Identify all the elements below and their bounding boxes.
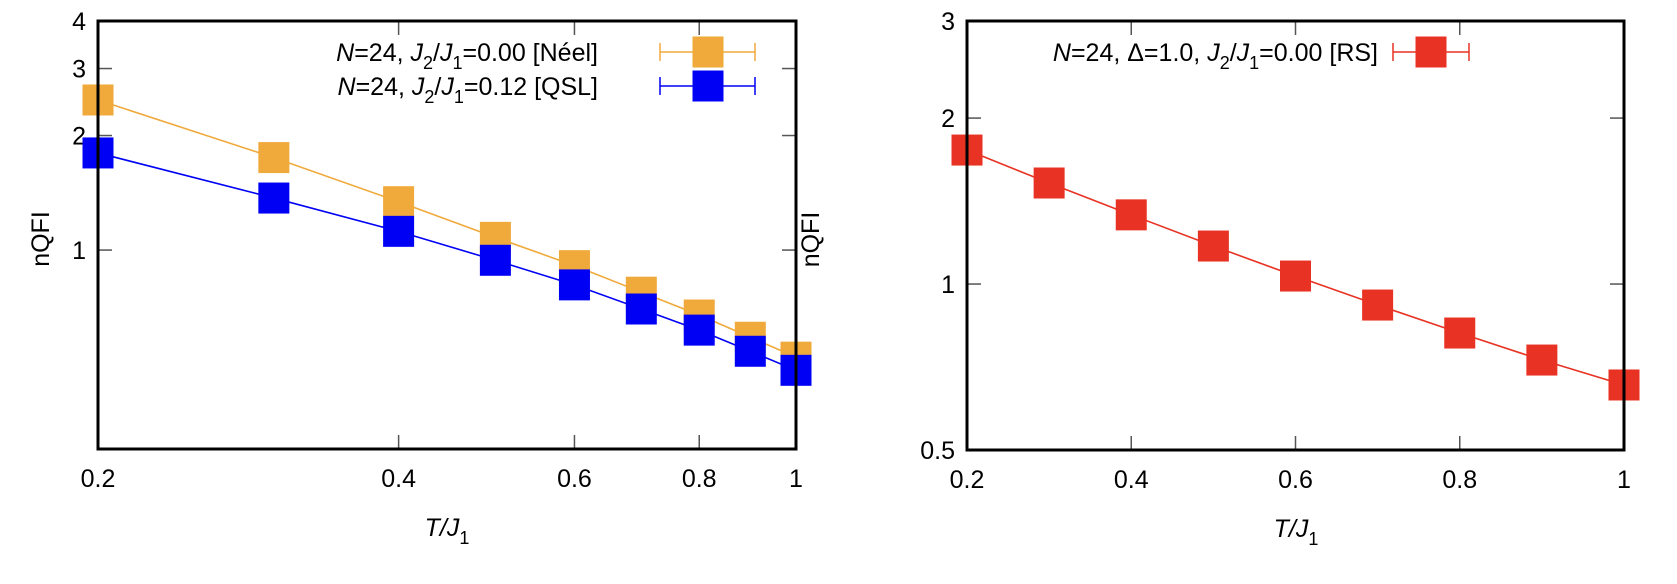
- data-point-marker: [479, 244, 511, 276]
- data-point-marker: [683, 314, 715, 346]
- legend-J2-sub: 2: [424, 87, 434, 107]
- x-label-var: T: [425, 514, 442, 542]
- legend-N-value: =24,: [354, 39, 410, 67]
- legend-marker: [692, 70, 724, 102]
- x-tick-label: 0.2: [950, 466, 985, 494]
- legend-marker: [1415, 36, 1447, 68]
- x-label-var: T: [1274, 515, 1291, 543]
- legend-item: N=24, J2/J1=0.12 [QSL]: [338, 70, 756, 107]
- legend-item: N=24, J2/J1=0.00 [Néel]: [336, 36, 756, 73]
- legend-rest: =0.00 [Néel]: [462, 39, 598, 67]
- legend-item: N=24, Δ=1.0, J2/J1=0.00 [RS]: [1053, 36, 1470, 73]
- data-point-marker: [1362, 289, 1394, 321]
- legend-slash: /: [434, 73, 441, 101]
- x-tick-label: 0.4: [1114, 466, 1149, 494]
- legend-J1: J: [1236, 39, 1250, 67]
- legend-J2-sub: 2: [1220, 53, 1230, 73]
- y-tick-label: 0.5: [920, 437, 955, 465]
- legend-N-value: =24, Δ=1.0,: [1071, 39, 1207, 67]
- y-tick-label: 1: [72, 237, 86, 265]
- x-tick-label: 0.8: [682, 465, 717, 493]
- x-label-base: J: [446, 514, 460, 542]
- x-tick-label: 0.8: [1442, 466, 1477, 494]
- legend-slash: /: [433, 39, 440, 67]
- x-tick-label: 0.2: [81, 465, 116, 493]
- x-tick-label: 0.6: [557, 465, 592, 493]
- data-point-marker: [258, 142, 290, 174]
- x-label-sub: 1: [459, 528, 469, 548]
- y-tick-label: 2: [941, 105, 955, 133]
- legend: N=24, J2/J1=0.00 [Néel]N=24, J2/J1=0.12 …: [336, 36, 756, 107]
- legend-label: N=24, J2/J1=0.00 [Néel]: [336, 39, 598, 73]
- x-label-base: J: [1295, 515, 1309, 543]
- legend-N: N: [336, 39, 355, 67]
- legend-slash: /: [1230, 39, 1237, 67]
- data-point-marker: [383, 215, 415, 247]
- y-axis-label: nQFI: [27, 211, 55, 267]
- x-tick-label: 0.4: [381, 465, 416, 493]
- data-point-marker: [1033, 167, 1065, 199]
- legend-J2-sub: 2: [423, 53, 433, 73]
- legend-J2: J: [1206, 39, 1220, 67]
- legend-label: N=24, J2/J1=0.12 [QSL]: [338, 73, 598, 107]
- legend-J2: J: [411, 73, 425, 101]
- data-point-marker: [1115, 199, 1147, 231]
- legend-J1-sub: 1: [452, 53, 462, 73]
- legend-J1: J: [440, 73, 454, 101]
- series-1: [951, 134, 1640, 401]
- legend-rest: =0.00 [RS]: [1259, 39, 1378, 67]
- legend-J1-sub: 1: [454, 87, 464, 107]
- y-tick-label: 3: [941, 8, 955, 36]
- x-label-sub: 1: [1308, 529, 1318, 549]
- x-axis-label: T/J1: [1274, 515, 1319, 549]
- data-point-marker: [258, 182, 290, 214]
- legend-J1: J: [439, 39, 453, 67]
- data-point-marker: [1280, 260, 1311, 292]
- series-2: [82, 137, 812, 386]
- legend-J1-sub: 1: [1249, 53, 1259, 73]
- legend-rest: =0.12 [QSL]: [464, 73, 598, 101]
- data-point-marker: [383, 186, 415, 218]
- data-point-marker: [1197, 230, 1229, 262]
- data-point-marker: [558, 269, 590, 301]
- legend: N=24, Δ=1.0, J2/J1=0.00 [RS]: [1053, 36, 1470, 73]
- legend-N-value: =24,: [356, 73, 412, 101]
- x-tick-label: 1: [789, 465, 803, 493]
- data-point-marker: [1526, 344, 1558, 376]
- x-tick-label: 1: [1617, 466, 1631, 494]
- legend-N: N: [1053, 39, 1072, 67]
- data-point-marker: [625, 293, 657, 325]
- y-tick-label: 1: [941, 271, 955, 299]
- legend-marker: [692, 36, 724, 68]
- y-axis-label: nQFI: [797, 212, 825, 268]
- x-axis-label: T/J1: [425, 514, 470, 548]
- plot-frame: [965, 19, 1626, 452]
- y-tick-label: 3: [72, 56, 86, 84]
- legend-J2: J: [410, 39, 424, 67]
- data-point-marker: [1444, 317, 1476, 349]
- legend-label: N=24, Δ=1.0, J2/J1=0.00 [RS]: [1053, 39, 1378, 73]
- plot-frame: [96, 19, 798, 451]
- y-tick-label: 4: [72, 8, 86, 36]
- x-tick-label: 0.6: [1278, 466, 1313, 494]
- legend-N: N: [338, 73, 357, 101]
- data-point-marker: [734, 335, 766, 367]
